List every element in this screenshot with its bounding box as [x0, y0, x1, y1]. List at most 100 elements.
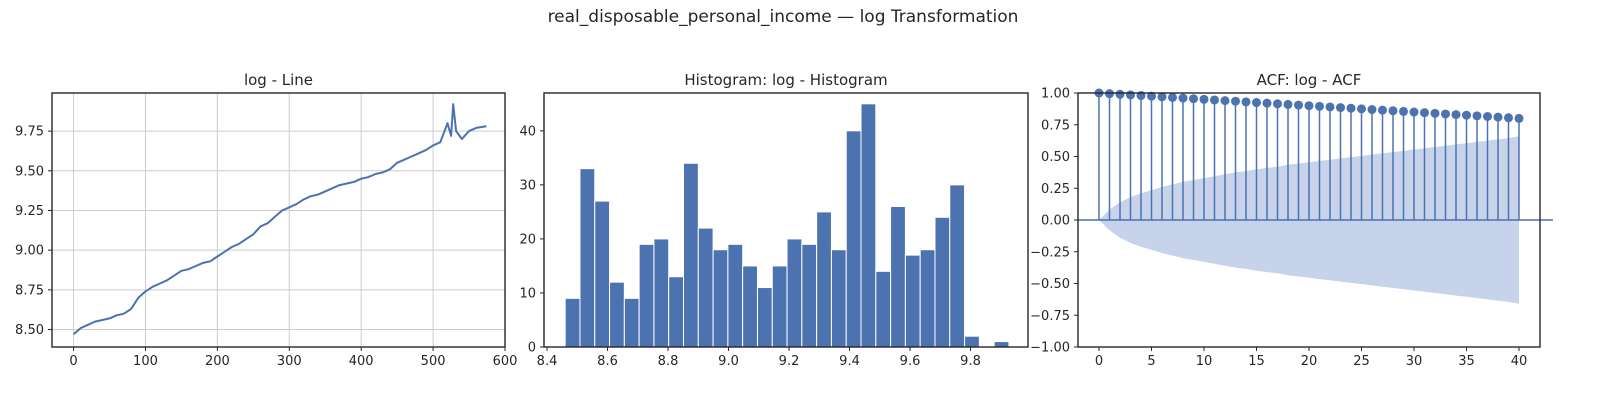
- y-tick-label: 0: [528, 341, 536, 356]
- y-tick-label: 9.00: [15, 244, 44, 259]
- x-tick-label: 40: [1511, 354, 1528, 369]
- axes-frame: [1077, 92, 1541, 348]
- x-tick-label: 25: [1353, 354, 1370, 369]
- histogram-bar: [742, 265, 758, 348]
- acf-point: [1483, 111, 1492, 121]
- y-tick-label: −1.00: [1030, 341, 1070, 356]
- acf-point: [1126, 90, 1135, 100]
- acf-point: [1189, 94, 1198, 104]
- acf-panel-title: ACF: log - ACF: [1257, 71, 1362, 89]
- y-tick-label: 8.50: [15, 323, 44, 338]
- acf-point: [1178, 93, 1188, 103]
- histogram-bar: [609, 281, 625, 348]
- histogram-bar: [890, 205, 906, 348]
- histogram-bar: [697, 227, 714, 348]
- histogram-bar: [949, 184, 966, 348]
- acf-point: [1304, 101, 1314, 111]
- histogram-bar: [756, 287, 773, 348]
- acf-point: [1357, 104, 1366, 114]
- acf-point: [1514, 113, 1524, 123]
- y-tick-label: 30: [519, 178, 536, 193]
- x-tick-label: 5: [1147, 354, 1155, 369]
- x-tick-label: 200: [205, 354, 230, 369]
- acf-point: [1283, 99, 1293, 109]
- x-tick-label: 35: [1458, 354, 1475, 369]
- acf-point: [1325, 102, 1335, 112]
- x-tick-label: 15: [1248, 354, 1265, 369]
- histogram-bar: [771, 265, 788, 348]
- x-tick-label: 9.8: [960, 354, 981, 369]
- y-tick-label: 9.75: [15, 125, 44, 140]
- acf-point: [1493, 112, 1503, 122]
- y-tick-label: −0.50: [1030, 277, 1070, 292]
- histogram-panel-title: Histogram: log - Histogram: [684, 71, 887, 89]
- y-tick-label: 40: [519, 124, 536, 139]
- acf-point: [1262, 98, 1272, 108]
- x-tick-label: 8.6: [597, 354, 618, 369]
- acf-point: [1241, 97, 1251, 107]
- histogram-bar: [683, 162, 699, 348]
- x-tick-label: 100: [133, 354, 158, 369]
- histogram-bar: [919, 249, 936, 348]
- y-tick-label: 0.25: [1041, 182, 1070, 197]
- x-tick-label: 600: [493, 354, 518, 369]
- acf-point: [1451, 110, 1461, 120]
- series-line: [72, 103, 487, 336]
- histogram-bar: [964, 335, 980, 348]
- x-tick-label: 8.4: [537, 354, 558, 369]
- histogram-bar: [830, 249, 847, 348]
- x-tick-label: 30: [1406, 354, 1423, 369]
- x-tick-label: 8.8: [658, 354, 679, 369]
- histogram-bar: [801, 243, 818, 348]
- acf-point: [1210, 95, 1219, 105]
- acf-point: [1472, 111, 1482, 121]
- acf-point: [1147, 91, 1156, 101]
- histogram-bar: [653, 238, 670, 348]
- acf-point: [1346, 103, 1356, 113]
- line-panel-title: log - Line: [244, 71, 313, 89]
- histogram-bar: [816, 211, 832, 348]
- acf-point: [1294, 100, 1303, 110]
- histogram-bar: [904, 254, 921, 348]
- acf-point: [1420, 108, 1429, 118]
- y-tick-label: 0.00: [1041, 214, 1070, 229]
- histogram-bar: [786, 238, 803, 348]
- acf-point: [1273, 99, 1282, 109]
- x-tick-label: 9.6: [900, 354, 921, 369]
- histogram-bar: [638, 243, 655, 348]
- axes-frame: [51, 92, 506, 348]
- acf-point: [1462, 110, 1471, 120]
- figure-suptitle: real_disposable_personal_income — log Tr…: [548, 7, 1019, 27]
- acf-point: [1199, 94, 1209, 104]
- acf-point: [1409, 107, 1419, 117]
- histogram-panel: Histogram: log - Histogram 8.4 8.6 8.8 9.0 9…: [519, 71, 1029, 369]
- y-tick-label: 9.25: [15, 204, 44, 219]
- y-tick-label: 0.50: [1041, 150, 1070, 165]
- x-tick-label: 400: [349, 354, 374, 369]
- histogram-bar: [564, 297, 581, 348]
- histogram-bar: [623, 297, 640, 348]
- histogram-bar: [594, 200, 611, 348]
- line-panel: log - Line 0 100 200 300 400 500 600 8.50 8.75 9.…: [15, 71, 517, 369]
- histogram-bar: [712, 249, 729, 348]
- x-tick-label: 9.2: [779, 354, 800, 369]
- y-tick-label: 20: [519, 232, 536, 247]
- y-tick-label: 0.75: [1041, 118, 1070, 133]
- acf-point: [1252, 98, 1261, 108]
- acf-point: [1231, 96, 1240, 106]
- histogram-bar: [875, 270, 892, 348]
- x-tick-label: 0: [69, 354, 77, 369]
- x-tick-label: 10: [1196, 354, 1213, 369]
- acf-point: [1220, 96, 1230, 106]
- x-tick-label: 20: [1301, 354, 1318, 369]
- acf-panel: ACF: log - ACF 0 5 10 15 20 25 30 35 40 −1.00 −0.7…: [1030, 71, 1553, 369]
- acf-point: [1115, 89, 1125, 99]
- x-tick-label: 9.0: [718, 354, 739, 369]
- y-tick-label: 9.50: [15, 164, 44, 179]
- acf-point: [1504, 113, 1513, 123]
- acf-point: [1168, 92, 1177, 102]
- axes-frame: [543, 92, 1029, 348]
- x-tick-label: 500: [421, 354, 446, 369]
- y-tick-label: 10: [519, 286, 536, 301]
- acf-point: [1157, 92, 1167, 102]
